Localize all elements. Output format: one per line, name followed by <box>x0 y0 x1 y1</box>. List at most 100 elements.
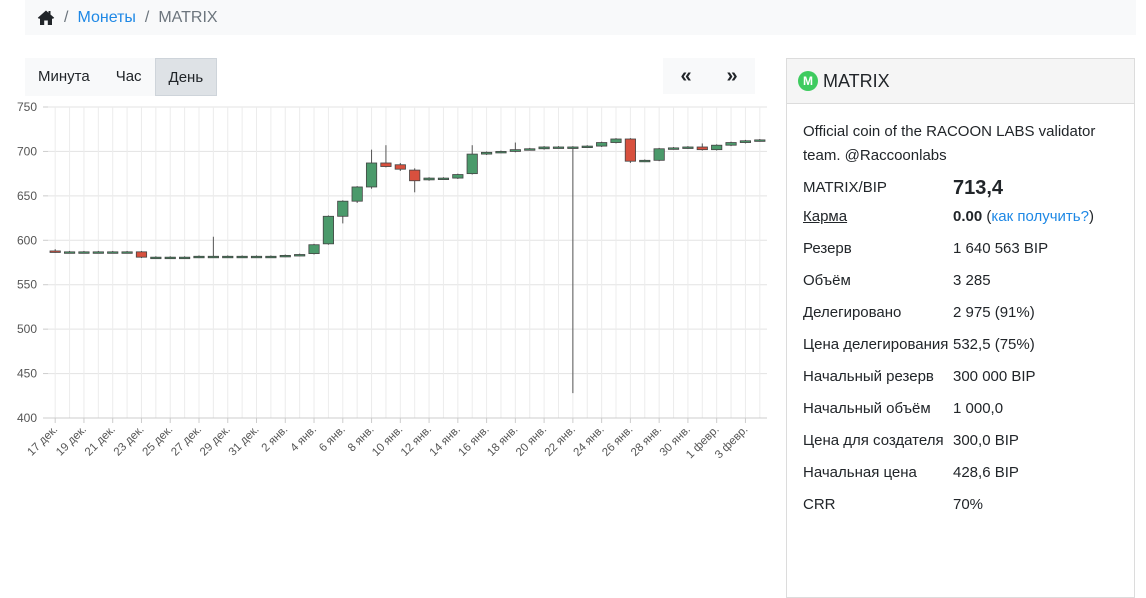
price-label: MATRIX/BIP <box>803 179 887 196</box>
candle-body[interactable] <box>524 148 536 151</box>
stat-row: Цена делегирования 532,5 (75%) <box>803 333 1118 357</box>
x-tick-label: 25 дек. <box>140 424 175 459</box>
candle-body[interactable] <box>653 148 665 161</box>
stat-label: Цена для создателя <box>803 432 944 449</box>
stat-label: Начальный резерв <box>803 368 934 385</box>
timeframe-selector: Минута Час День <box>25 58 218 96</box>
y-tick-label: 400 <box>17 411 37 425</box>
candle-body[interactable] <box>250 255 263 259</box>
breadcrumb-coins-link[interactable]: Монеты <box>77 8 136 26</box>
candle-body[interactable] <box>78 251 90 254</box>
x-tick-label: 18 янв. <box>485 424 520 459</box>
candle-body[interactable] <box>610 138 622 143</box>
candle-body[interactable] <box>179 256 191 260</box>
y-tick-label: 750 <box>17 100 37 114</box>
x-tick-label: 28 янв. <box>629 424 664 459</box>
candle-body[interactable] <box>380 162 392 167</box>
candle-body[interactable] <box>538 146 550 150</box>
karma-how-to-get-link[interactable]: как получить? <box>991 208 1089 225</box>
candle-body[interactable] <box>639 159 651 163</box>
candle-body[interactable] <box>322 215 334 245</box>
candle-body[interactable] <box>193 255 205 259</box>
x-tick-label: 6 янв. <box>317 424 348 455</box>
candle-body[interactable] <box>581 145 593 148</box>
x-tick-label: 10 янв. <box>370 424 405 459</box>
breadcrumb-current: MATRIX <box>158 8 218 26</box>
candle-body[interactable] <box>624 138 636 162</box>
candle-body[interactable] <box>92 251 104 254</box>
x-tick-label: 27 дек. <box>169 424 204 459</box>
price-chart[interactable]: 400 450 500 550 600 650 700 750 17 дек.19 дек.21… <box>0 96 780 476</box>
timeframe-minute-button[interactable]: Минута <box>25 58 103 96</box>
candle-body[interactable] <box>596 142 608 147</box>
candle-body[interactable] <box>466 153 478 175</box>
stat-row: Цена для создателя 300,0 BIP <box>803 429 1118 453</box>
x-tick-label: 4 янв. <box>288 424 319 455</box>
y-tick-label: 600 <box>17 233 37 247</box>
timeframe-hour-button[interactable]: Час <box>102 58 155 96</box>
candle-body[interactable] <box>308 244 320 255</box>
candle-body[interactable] <box>164 256 176 260</box>
x-tick-label: 14 янв. <box>428 424 463 459</box>
y-tick-label: 700 <box>17 144 37 158</box>
coin-name: MATRIX <box>823 70 890 91</box>
candle-body[interactable] <box>409 169 421 182</box>
candle-body[interactable] <box>207 255 219 259</box>
stat-label: CRR <box>803 496 836 513</box>
stat-value: 1 000,0 <box>953 400 1004 417</box>
candle-body[interactable] <box>739 140 752 143</box>
candle-body[interactable] <box>222 255 234 259</box>
karma-paren-open: ( <box>986 208 992 225</box>
stat-label: Делегировано <box>803 304 902 321</box>
breadcrumb: / Монеты / MATRIX <box>25 0 1136 35</box>
x-tick-label: 31 дек. <box>227 424 262 459</box>
candle-body[interactable] <box>481 151 493 155</box>
stat-value: 532,5 (75%) <box>953 336 1035 353</box>
timeframe-day-button[interactable]: День <box>154 58 218 96</box>
candle-body[interactable] <box>667 147 680 150</box>
candle-body[interactable] <box>711 144 723 151</box>
candle-body[interactable] <box>150 256 162 260</box>
candle-body[interactable] <box>265 255 277 259</box>
candle-body[interactable] <box>365 162 378 188</box>
candle-body[interactable] <box>495 151 507 154</box>
candle-body[interactable] <box>121 251 133 254</box>
candle-body[interactable] <box>337 200 349 217</box>
karma-label[interactable]: Карма <box>803 208 848 225</box>
candle-body[interactable] <box>49 250 61 253</box>
y-tick-label: 550 <box>17 278 37 292</box>
candle-body[interactable] <box>725 142 737 146</box>
candle-body[interactable] <box>351 186 363 202</box>
candle-body[interactable] <box>135 251 148 258</box>
stat-row: Делегировано 2 975 (91%) <box>803 301 1118 325</box>
stat-value: 2 975 (91%) <box>953 304 1035 321</box>
candle-body[interactable] <box>696 146 708 151</box>
candle-body[interactable] <box>423 177 435 181</box>
karma-value-group: 0.00 (как получить?) <box>953 205 1118 229</box>
home-icon[interactable] <box>37 9 55 27</box>
candle-body[interactable] <box>394 164 406 170</box>
candle-body[interactable] <box>294 254 306 257</box>
x-tick-label: 21 дек. <box>83 424 118 459</box>
candle-body[interactable] <box>452 174 464 179</box>
candle-body[interactable] <box>754 139 766 142</box>
price-value: 713,4 <box>953 177 1004 199</box>
stat-label: Объём <box>803 272 851 289</box>
candle-body[interactable] <box>682 146 694 149</box>
stat-row: Начальный резерв 300 000 BIP <box>803 365 1118 389</box>
next-period-button[interactable]: » <box>726 64 738 87</box>
stat-value: 300,0 BIP <box>953 432 1019 449</box>
prev-period-button[interactable]: « <box>680 64 692 87</box>
candle-body[interactable] <box>63 251 76 254</box>
stat-label: Начальная цена <box>803 464 917 481</box>
stat-row: Начальная цена 428,6 BIP <box>803 461 1118 485</box>
candle-body[interactable] <box>509 149 521 152</box>
candle-body[interactable] <box>567 146 579 149</box>
candle-body[interactable] <box>236 255 248 259</box>
candle-body[interactable] <box>437 177 450 180</box>
candle-body[interactable] <box>107 251 119 254</box>
candle-body[interactable] <box>552 146 565 149</box>
x-tick-label: 16 янв. <box>456 424 491 459</box>
y-tick-label: 500 <box>17 322 37 336</box>
candle-body[interactable] <box>279 254 291 258</box>
